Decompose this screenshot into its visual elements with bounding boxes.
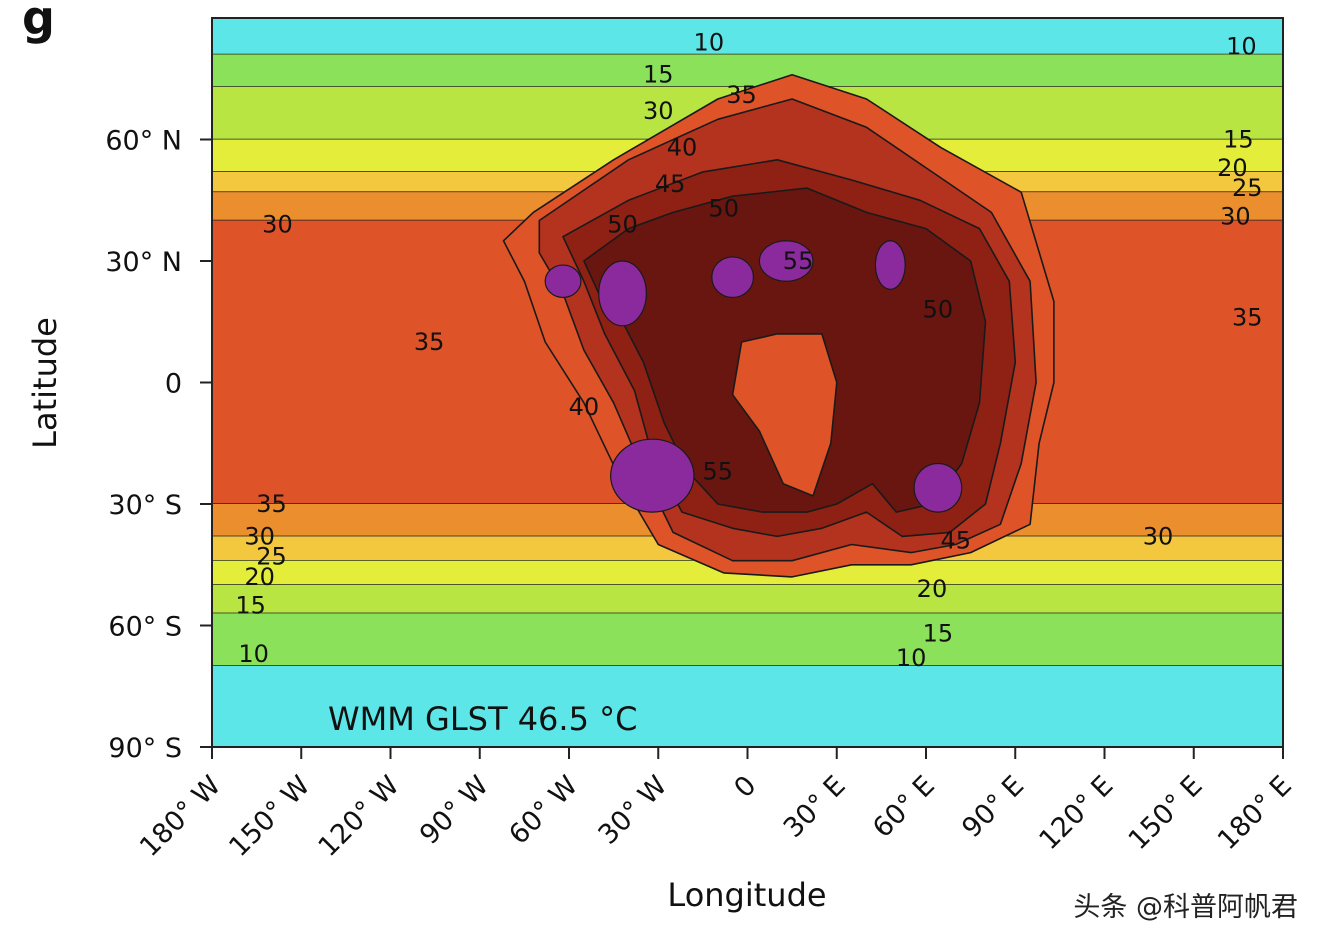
contour-label-6: 30 bbox=[262, 211, 293, 239]
contour-label-28: 30 bbox=[1220, 202, 1251, 230]
hot-spot-5 bbox=[610, 438, 695, 513]
hot-spot-2 bbox=[711, 256, 755, 299]
x-tick-label-5: 30° W bbox=[592, 770, 673, 851]
contour-label-19: 55 bbox=[702, 458, 733, 486]
x-tick-label-11: 150° E bbox=[1123, 770, 1209, 856]
y-tick-label-3: 30° S bbox=[108, 490, 182, 521]
contour-label-4: 30 bbox=[244, 522, 275, 550]
contour-label-23: 10 bbox=[896, 644, 927, 672]
x-axis-title: Longitude bbox=[667, 876, 826, 914]
contour-label-22: 15 bbox=[923, 620, 954, 648]
y-tick-label-2: 0 bbox=[165, 369, 182, 400]
contour-label-16: 55 bbox=[783, 247, 814, 275]
contour-label-3: 25 bbox=[256, 543, 287, 571]
contour-label-12: 40 bbox=[667, 134, 698, 162]
x-tick-label-8: 60° E bbox=[867, 770, 941, 844]
hot-spot-6 bbox=[913, 462, 963, 513]
y-tick-label-0: 60° N bbox=[105, 126, 182, 157]
contour-label-18: 40 bbox=[569, 393, 600, 421]
watermark: 头条 @科普阿帆君 bbox=[1073, 892, 1298, 923]
contour-label-17: 50 bbox=[923, 296, 954, 324]
contour-label-0: 10 bbox=[238, 640, 269, 668]
contour-label-9: 15 bbox=[643, 61, 674, 89]
hot-spot-4 bbox=[874, 240, 906, 290]
hot-spots bbox=[544, 240, 963, 513]
band-12 bbox=[212, 666, 1283, 747]
continent-layer-4 bbox=[731, 333, 838, 497]
contour-label-7: 35 bbox=[414, 328, 445, 356]
glst-annotation: WMM GLST 46.5 °C bbox=[328, 700, 637, 738]
contour-labels: 1015202530353035101530354045505055504055… bbox=[235, 28, 1262, 672]
contour-label-15: 50 bbox=[708, 194, 739, 222]
band-1 bbox=[212, 54, 1283, 87]
hot-spot-0 bbox=[544, 264, 582, 299]
x-tick-label-3: 90° W bbox=[414, 770, 495, 851]
x-tick-label-7: 30° E bbox=[778, 770, 852, 844]
contour-label-24: 10 bbox=[1226, 32, 1257, 60]
contour-label-29: 35 bbox=[1232, 304, 1263, 332]
contour-label-26: 20 bbox=[1217, 154, 1248, 182]
band-0 bbox=[212, 18, 1283, 55]
contour-label-1: 15 bbox=[235, 591, 266, 619]
contour-label-30: 30 bbox=[1143, 522, 1174, 550]
hot-spot-1 bbox=[598, 260, 647, 327]
x-tick-label-9: 90° E bbox=[956, 770, 1030, 844]
contour-label-20: 45 bbox=[940, 526, 971, 554]
x-tick-label-6: 0 bbox=[728, 770, 762, 804]
panel-label: g bbox=[22, 0, 55, 45]
contour-label-8: 10 bbox=[694, 28, 725, 56]
y-axis: 60° N 30° N 0 30° S 60° S 90° S bbox=[105, 126, 212, 764]
contour-label-27: 25 bbox=[1232, 174, 1263, 202]
x-tick-label-1: 150° W bbox=[223, 770, 316, 863]
y-tick-label-4: 60° S bbox=[108, 612, 182, 643]
plot-area: 1015202530353035101530354045505055504055… bbox=[212, 18, 1283, 747]
hot-spot-3 bbox=[758, 240, 814, 282]
contour-label-11: 35 bbox=[726, 81, 757, 109]
x-tick-label-2: 120° W bbox=[313, 770, 406, 863]
x-tick-label-4: 60° W bbox=[503, 770, 584, 851]
x-tick-label-10: 120° E bbox=[1033, 770, 1119, 856]
band-11 bbox=[212, 613, 1283, 666]
contour-label-25: 15 bbox=[1223, 126, 1254, 154]
contour-label-21: 20 bbox=[917, 575, 948, 603]
contour-label-13: 45 bbox=[655, 170, 686, 198]
x-tick-label-12: 180° E bbox=[1212, 770, 1298, 856]
x-tick-label-0: 180° W bbox=[134, 770, 227, 863]
contour-label-10: 30 bbox=[643, 97, 674, 125]
contour-label-2: 20 bbox=[244, 563, 275, 591]
y-tick-label-1: 30° N bbox=[105, 247, 182, 278]
y-axis-title: Latitude bbox=[26, 317, 64, 449]
y-tick-label-5: 90° S bbox=[108, 733, 182, 764]
contour-label-5: 35 bbox=[256, 490, 287, 518]
band-10 bbox=[212, 585, 1283, 614]
contour-label-14: 50 bbox=[607, 211, 638, 239]
